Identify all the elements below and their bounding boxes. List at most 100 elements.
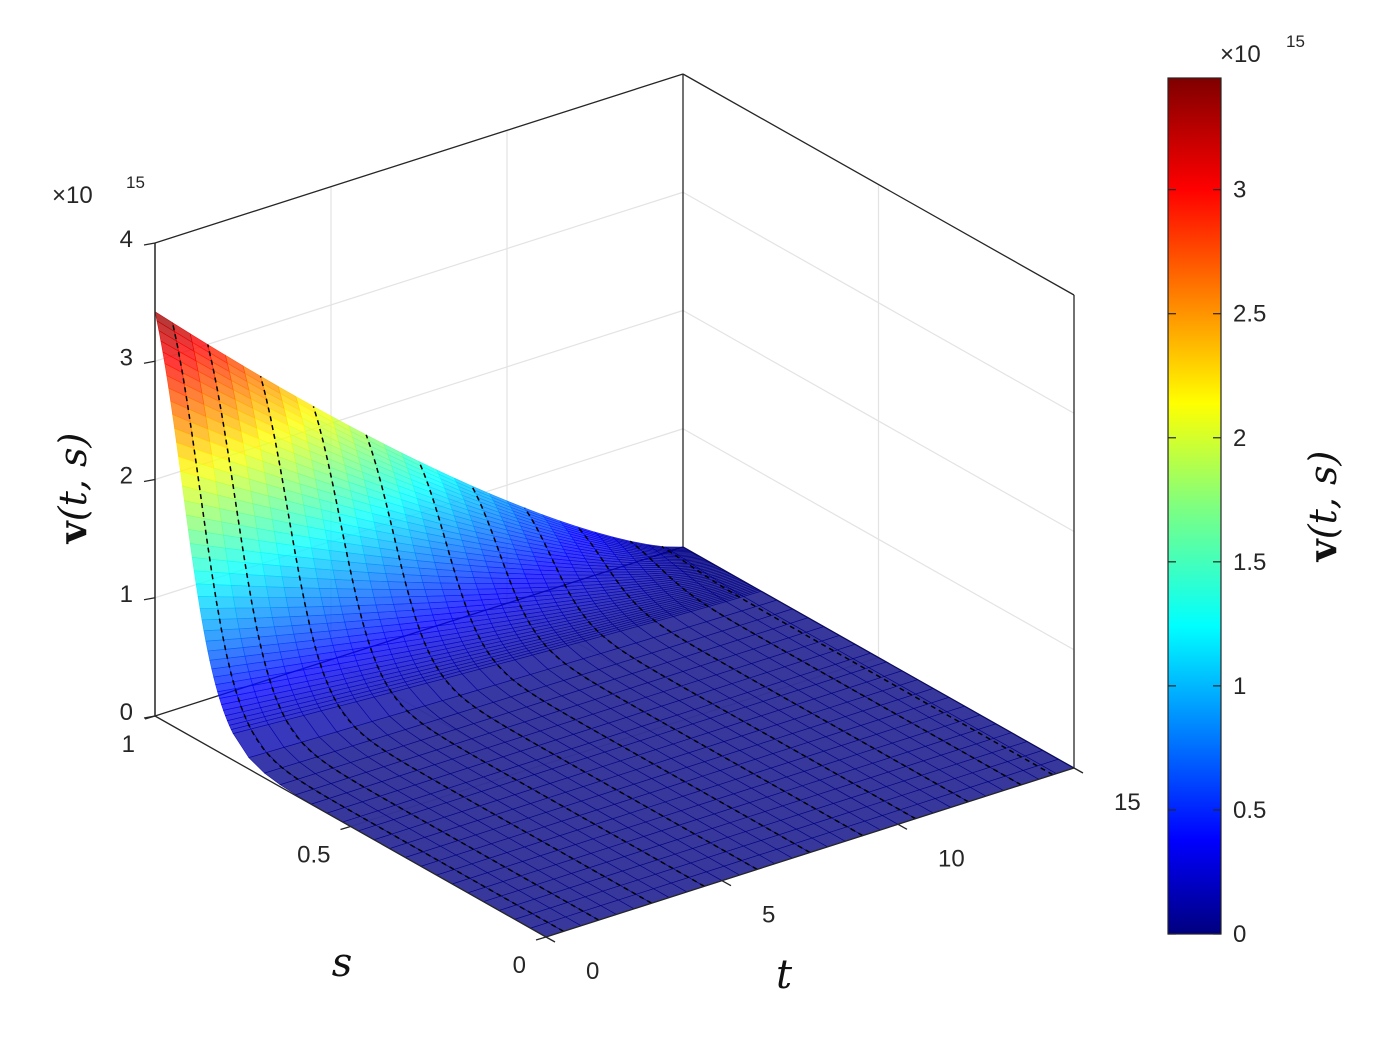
colorbar-tick-label: 1 [1233, 673, 1246, 700]
z-axis-title: v(t, s) [50, 433, 95, 545]
surface-patch [383, 564, 404, 575]
surface-patch [228, 572, 250, 587]
surface-patch [266, 586, 287, 598]
frame-edge [545, 767, 1075, 938]
surface-patch [215, 596, 236, 609]
surface-patch [365, 563, 387, 574]
contour-line [259, 376, 652, 904]
surface-patch [574, 571, 596, 576]
surface-patch [557, 570, 578, 576]
surface-patch [543, 578, 565, 584]
surface-patch [375, 603, 396, 613]
surface-patch [320, 597, 342, 607]
surface-patch [234, 607, 256, 620]
colorbar-title-args: (t, s) [1301, 451, 1345, 540]
svg-text:v(t, s): v(t, s) [1300, 451, 1345, 563]
s-tick-mark [535, 936, 547, 941]
surface-patch [324, 613, 346, 624]
surface-patch [541, 574, 563, 580]
surface-patch [211, 571, 232, 586]
colorbar-multiplier: ×10 [1220, 41, 1261, 68]
colorbar-title: v(t, s) [1300, 451, 1345, 563]
surface-patch [510, 583, 531, 589]
surface-patch [453, 570, 475, 578]
surface-patch [608, 568, 629, 573]
surface-patch [244, 562, 265, 576]
contour-line [418, 461, 811, 854]
surface-patch [297, 566, 318, 579]
surface-patch [592, 571, 614, 576]
surface-patch [195, 583, 216, 597]
surface-patch [260, 552, 281, 567]
surface-patch [471, 571, 492, 579]
surface-patch [400, 566, 422, 576]
surface-patch [256, 626, 277, 638]
surface-patch [189, 543, 211, 560]
surface-patch [238, 627, 259, 639]
y-axis-title: s [332, 940, 353, 986]
surface-patch [455, 576, 477, 584]
surface-patch [404, 581, 426, 590]
surface-patch [357, 604, 379, 614]
surface-patch [369, 580, 391, 590]
z-tick-label: 0 [120, 699, 133, 726]
contour-line [661, 545, 1054, 776]
surface-patch [217, 607, 238, 620]
surface-patch [191, 556, 213, 573]
surface-patch [442, 589, 463, 597]
z-exponent-label: ×10 15 [52, 173, 145, 209]
surface-patch [352, 579, 373, 590]
grid-line [154, 191, 684, 362]
colorbar-tick-label: 0.5 [1233, 797, 1266, 824]
colorbar: 0 0.5 1 1.5 2 2.5 3 ×10 15 v(t, s) [1167, 32, 1345, 948]
z-tick-mark [143, 360, 156, 364]
surface-patch [356, 596, 377, 606]
surface-patch [354, 588, 375, 598]
surface-patch [285, 597, 306, 608]
surface-patch [559, 574, 580, 580]
t-tick-mark [545, 936, 556, 943]
colorbar-tick-label: 2 [1233, 425, 1246, 452]
contour-line [523, 507, 916, 820]
surface-patch [436, 569, 457, 578]
surface-patch [209, 558, 230, 574]
colorbar-tick-label: 3 [1233, 177, 1246, 204]
surface-patch [350, 570, 371, 582]
surface-patch [226, 560, 248, 575]
z-tick-mark [143, 242, 156, 246]
z-tick-label: 1 [120, 581, 133, 608]
t-tick-mark [1073, 767, 1084, 774]
surface-patch [389, 589, 410, 598]
surface [154, 310, 1075, 938]
surface-patch [475, 583, 496, 590]
z-tick-mark [143, 478, 156, 483]
surface-patch [193, 570, 215, 585]
surface-patch [283, 586, 304, 598]
z-tick-label: 4 [120, 226, 133, 253]
surface-patch [332, 569, 353, 581]
surface-patch [225, 547, 246, 563]
z-tick-label: 2 [120, 463, 133, 490]
surface-patch [406, 589, 428, 597]
surface-patch [322, 605, 344, 616]
surface-patch [492, 583, 514, 590]
surface-patch [268, 597, 289, 608]
z-tick-mark [143, 597, 156, 601]
frame-edge [682, 73, 1075, 296]
surface-patch [422, 582, 443, 590]
surface-patch [314, 568, 336, 580]
colorbar-bar [1167, 77, 1222, 935]
surface-patch [305, 606, 326, 617]
surface-patch [262, 563, 283, 578]
contour-line [629, 540, 1022, 786]
surface-patch [318, 587, 340, 598]
z-axis-title-args: (t, s) [51, 433, 95, 522]
colorbar-exponent: 15 [1286, 32, 1305, 51]
s-tick-label: 0 [513, 952, 526, 979]
t-tick-label: 5 [762, 902, 775, 929]
surface-patch [488, 572, 510, 579]
contour-lines [171, 322, 1054, 933]
surface-patch [391, 596, 412, 605]
surface-patch [281, 576, 303, 589]
